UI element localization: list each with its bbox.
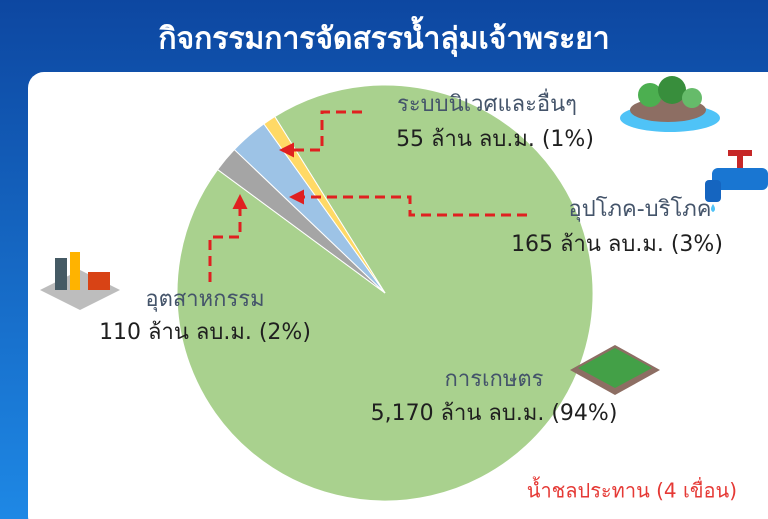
slice-name: การเกษตร: [445, 367, 544, 392]
value-label: 55 ล้าน ลบ.ม. (1%): [396, 127, 594, 152]
slice-name: ระบบนิเวศและอื่นๆ: [397, 88, 577, 117]
value-label: 5,170 ล้าน ลบ.ม. (94%): [371, 401, 618, 426]
slice-name: อุปโภค-บริโภค: [569, 196, 712, 222]
chart-title: กิจกรรมการจัดสรรน้ำลุ่มเจ้าพระยา: [158, 16, 609, 58]
note: น้ำชลประทาน (4 เขื่อน): [527, 477, 737, 503]
value-label: 165 ล้าน ลบ.ม. (3%): [511, 232, 723, 257]
value-label: 110 ล้าน ลบ.ม. (2%): [99, 320, 311, 345]
page: {"chart_data": {"type": "pie", "title": …: [0, 0, 768, 519]
slice-name: อุตสาหกรรม: [145, 287, 264, 312]
chart: กิจกรรมการจัดสรรน้ำลุ่มเจ้าพระยา น้ำชลปร…: [0, 0, 768, 519]
